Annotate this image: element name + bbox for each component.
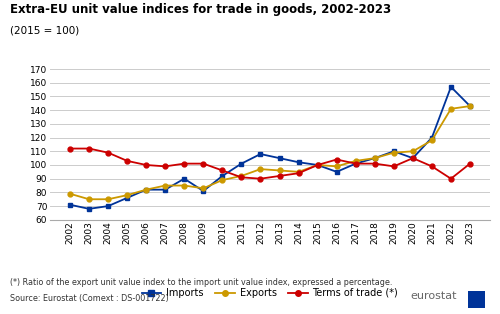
Legend: Imports, Exports, Terms of trade (*): Imports, Exports, Terms of trade (*) <box>142 288 398 298</box>
Text: Extra-EU unit value indices for trade in goods, 2002-2023: Extra-EU unit value indices for trade in… <box>10 3 391 16</box>
Text: (2015 = 100): (2015 = 100) <box>10 25 79 35</box>
Text: Source: Eurostat (Comext : DS-001722): Source: Eurostat (Comext : DS-001722) <box>10 294 169 303</box>
Text: (*) Ratio of the export unit value index to the import unit value index, express: (*) Ratio of the export unit value index… <box>10 278 392 287</box>
Text: eurostat: eurostat <box>410 291 457 301</box>
